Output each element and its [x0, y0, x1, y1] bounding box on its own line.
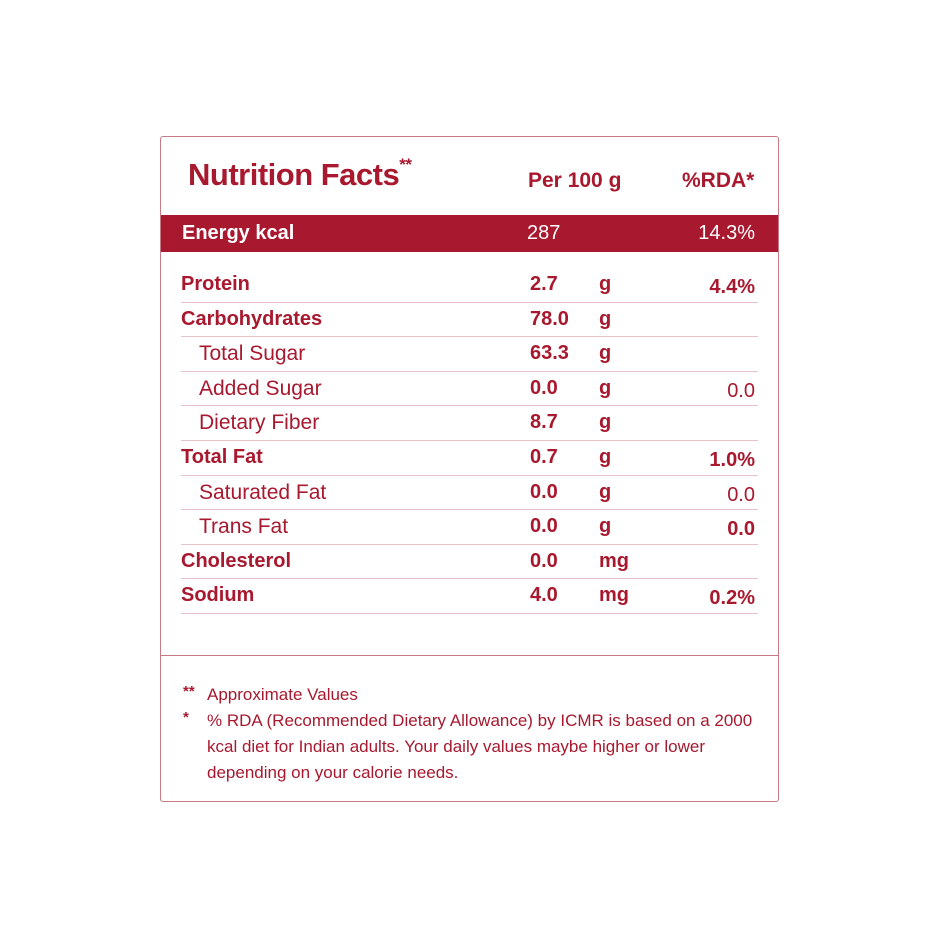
energy-row: Energy kcal 287 14.3%	[161, 215, 778, 252]
footnote-text: % RDA (Recommended Dietary Allowance) by…	[207, 711, 753, 782]
nutrient-unit: g	[599, 480, 612, 503]
nutrient-value: 78.0	[530, 307, 569, 330]
nutrient-unit: mg	[599, 549, 629, 572]
nutrient-row-total-sugar: Total Sugar 63.3 g	[181, 337, 758, 372]
footnote-mark: **	[183, 683, 195, 700]
nutrient-name: Carbohydrates	[181, 307, 323, 330]
nutrient-unit: mg	[599, 584, 629, 607]
nutrient-row-dietary-fiber: Dietary Fiber 8.7 g	[181, 406, 758, 441]
nutrient-row-total-fat: Total Fat 0.7 g 1.0%	[181, 441, 758, 476]
nutrient-name: Trans Fat	[199, 515, 289, 539]
energy-rda: 14.3%	[698, 222, 755, 244]
nutrient-name: Protein	[181, 273, 250, 295]
nutrient-rda: 0.2%	[709, 587, 755, 610]
footnotes: ** Approximate Values * % RDA (Recommend…	[183, 682, 753, 786]
title-footnote-mark: **	[399, 154, 412, 174]
energy-label: Energy kcal	[182, 222, 295, 244]
nutrient-unit: g	[599, 342, 612, 365]
nutrient-name: Sodium	[181, 584, 255, 607]
nutrient-value: 0.7	[530, 445, 558, 468]
nutrient-unit: g	[599, 411, 612, 434]
nutrient-row-saturated-fat: Saturated Fat 0.0 g 0.0	[181, 476, 758, 511]
nutrient-table: Protein 2.7 g 4.4% Carbohydrates 78.0 g …	[181, 268, 758, 614]
footnote-approximate: ** Approximate Values	[183, 682, 753, 708]
footnote-mark: *	[183, 709, 189, 726]
page-title: Nutrition Facts**	[188, 154, 412, 193]
nutrient-row-added-sugar: Added Sugar 0.0 g 0.0	[181, 372, 758, 407]
nutrient-rda: 4.4%	[709, 276, 755, 298]
nutrient-value: 63.3	[530, 342, 569, 365]
nutrient-value: 2.7	[530, 273, 558, 295]
nutrient-unit: g	[599, 307, 612, 330]
per-100g-header: Per 100 g	[528, 169, 622, 192]
rda-header: %RDA*	[682, 169, 755, 192]
nutrient-value: 8.7	[530, 411, 558, 434]
nutrient-unit: g	[599, 376, 612, 399]
nutrient-unit: g	[599, 515, 612, 538]
nutrient-row-carbohydrates: Carbohydrates 78.0 g	[181, 303, 758, 338]
nutrient-row-cholesterol: Cholesterol 0.0 mg	[181, 545, 758, 580]
nutrient-name: Dietary Fiber	[199, 411, 320, 435]
nutrient-rda: 0.0	[727, 483, 755, 506]
nutrient-value: 0.0	[530, 480, 558, 503]
nutrient-unit: g	[599, 445, 612, 468]
nutrient-rda: 0.0	[727, 379, 755, 402]
nutrient-value: 0.0	[530, 376, 558, 399]
nutrition-facts-panel: Nutrition Facts** Per 100 g %RDA* Energy…	[160, 136, 779, 802]
nutrient-row-sodium: Sodium 4.0 mg 0.2%	[181, 579, 758, 614]
nutrient-name: Total Fat	[181, 445, 263, 468]
nutrient-value: 0.0	[530, 515, 558, 538]
nutrient-name: Added Sugar	[199, 376, 322, 400]
energy-value: 287	[527, 222, 561, 244]
nutrient-rda: 0.0	[727, 518, 755, 541]
nutrient-rda: 1.0%	[709, 448, 755, 471]
nutrient-row-trans-fat: Trans Fat 0.0 g 0.0	[181, 510, 758, 545]
nutrient-unit: g	[599, 273, 612, 295]
nutrient-name: Cholesterol	[181, 549, 292, 572]
nutrient-name: Total Sugar	[199, 342, 306, 366]
title-text: Nutrition Facts	[188, 157, 400, 192]
nutrient-row-protein: Protein 2.7 g 4.4%	[181, 268, 758, 303]
section-divider	[161, 655, 778, 656]
footnote-text: Approximate Values	[207, 685, 358, 704]
nutrient-name: Saturated Fat	[199, 480, 327, 504]
nutrient-value: 0.0	[530, 549, 558, 572]
nutrient-value: 4.0	[530, 584, 558, 607]
footnote-rda: * % RDA (Recommended Dietary Allowance) …	[183, 708, 753, 786]
